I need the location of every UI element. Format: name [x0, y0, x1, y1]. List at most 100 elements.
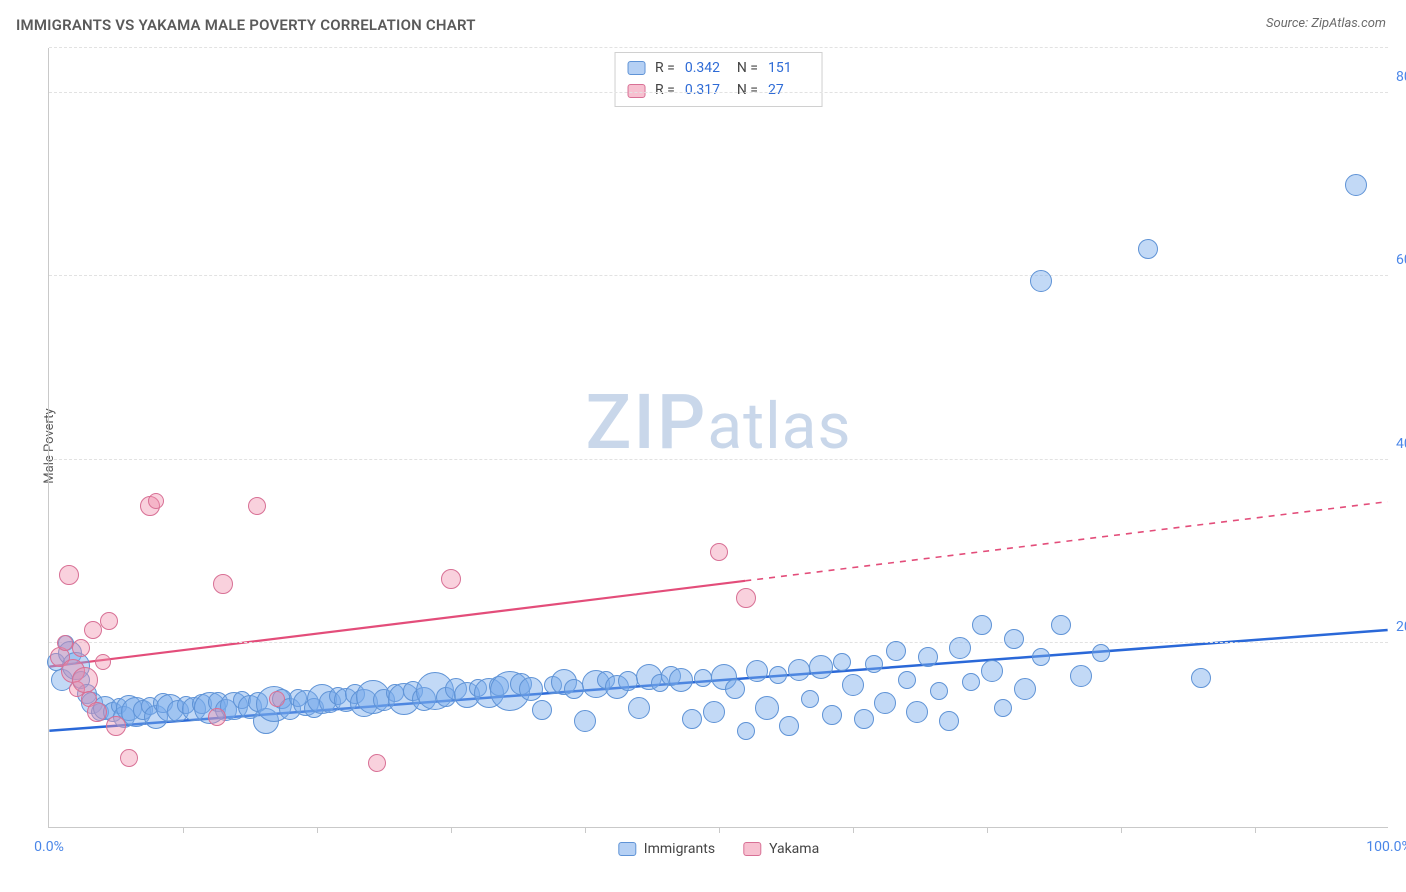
data-point — [1070, 665, 1092, 687]
y-tick-label: 60.0% — [1396, 252, 1406, 268]
legend-item-immigrants: Immigrants — [618, 841, 715, 857]
stat-r-label: R = — [655, 57, 675, 79]
legend-label: Immigrants — [644, 841, 715, 857]
swatch-icon — [618, 842, 636, 856]
data-point — [822, 705, 842, 725]
data-point — [769, 666, 787, 684]
data-point — [994, 699, 1012, 717]
data-point — [981, 660, 1003, 682]
data-point — [248, 497, 266, 515]
data-point — [1138, 239, 1158, 259]
data-point — [962, 673, 980, 691]
stat-n-label: N = — [737, 57, 758, 79]
bottom-legend: Immigrants Yakama — [618, 841, 819, 857]
data-point — [1032, 648, 1050, 666]
gridline — [49, 275, 1388, 276]
x-tick-label: 0.0% — [34, 839, 64, 855]
data-point — [682, 709, 702, 729]
data-point — [1030, 270, 1052, 292]
data-point — [532, 700, 552, 720]
gridline — [49, 459, 1388, 460]
data-point — [906, 701, 928, 723]
x-tick — [853, 827, 854, 833]
data-point — [842, 674, 864, 696]
data-point — [736, 588, 756, 608]
data-point — [1014, 678, 1036, 700]
data-point — [779, 716, 799, 736]
stat-n-value: 27 — [768, 79, 810, 101]
stat-r-value: 0.317 — [685, 79, 727, 101]
data-point — [100, 612, 118, 630]
data-point — [628, 697, 650, 719]
data-point — [1345, 174, 1367, 196]
data-point — [208, 708, 226, 726]
stat-n-value: 151 — [768, 57, 810, 79]
data-point — [1191, 668, 1211, 688]
x-tick — [451, 827, 452, 833]
data-point — [886, 641, 906, 661]
source-label: Source: ZipAtlas.com — [1266, 16, 1386, 31]
data-point — [833, 653, 851, 671]
data-point — [694, 669, 712, 687]
data-point — [755, 696, 779, 720]
gridline — [49, 92, 1388, 93]
x-tick — [719, 827, 720, 833]
data-point — [368, 754, 386, 772]
swatch-icon — [627, 84, 645, 98]
data-point — [57, 635, 73, 651]
data-point — [918, 647, 938, 667]
data-point — [788, 659, 810, 681]
stat-r-label: R = — [655, 79, 675, 101]
data-point — [269, 691, 285, 707]
data-point — [1004, 629, 1024, 649]
y-tick-label: 20.0% — [1396, 619, 1406, 635]
data-point — [939, 711, 959, 731]
stat-r-value: 0.342 — [685, 57, 727, 79]
legend-item-yakama: Yakama — [743, 841, 819, 857]
gridline — [49, 642, 1388, 643]
x-tick — [585, 827, 586, 833]
data-point — [618, 671, 638, 691]
data-point — [1051, 615, 1071, 635]
y-tick-label: 40.0% — [1396, 436, 1406, 452]
data-point — [737, 722, 755, 740]
x-tick — [183, 827, 184, 833]
data-point — [898, 671, 916, 689]
data-point — [1092, 644, 1110, 662]
watermark-zip: ZIP — [585, 377, 707, 467]
watermark: ZIPatlas — [585, 377, 851, 467]
legend-label: Yakama — [769, 841, 819, 857]
data-point — [574, 710, 596, 732]
data-point — [519, 677, 543, 701]
stats-box: R = 0.342 N = 151 R = 0.317 N = 27 — [614, 52, 823, 107]
data-point — [84, 621, 102, 639]
data-point — [703, 701, 725, 723]
data-point — [801, 690, 819, 708]
data-point — [106, 716, 126, 736]
data-point — [874, 692, 896, 714]
swatch-icon — [743, 842, 761, 856]
data-point — [120, 749, 138, 767]
data-point — [746, 660, 768, 682]
stats-row-yakama: R = 0.317 N = 27 — [627, 79, 810, 101]
chart-title: IMMIGRANTS VS YAKAMA MALE POVERTY CORREL… — [16, 16, 476, 34]
stat-n-label: N = — [737, 79, 758, 101]
data-point — [972, 615, 992, 635]
x-tick — [1255, 827, 1256, 833]
data-point — [930, 682, 948, 700]
x-tick — [987, 827, 988, 833]
data-point — [72, 639, 90, 657]
plot-area: ZIPatlas R = 0.342 N = 151 R = 0.317 N =… — [48, 48, 1388, 828]
data-point — [809, 655, 833, 679]
data-point — [59, 565, 79, 585]
data-point — [710, 543, 728, 561]
data-point — [95, 654, 111, 670]
data-point — [725, 679, 745, 699]
x-tick — [1121, 827, 1122, 833]
data-point — [87, 702, 107, 722]
data-point — [865, 655, 883, 673]
swatch-icon — [627, 61, 645, 75]
data-point — [854, 709, 874, 729]
data-point — [949, 637, 971, 659]
watermark-atlas: atlas — [707, 389, 851, 464]
